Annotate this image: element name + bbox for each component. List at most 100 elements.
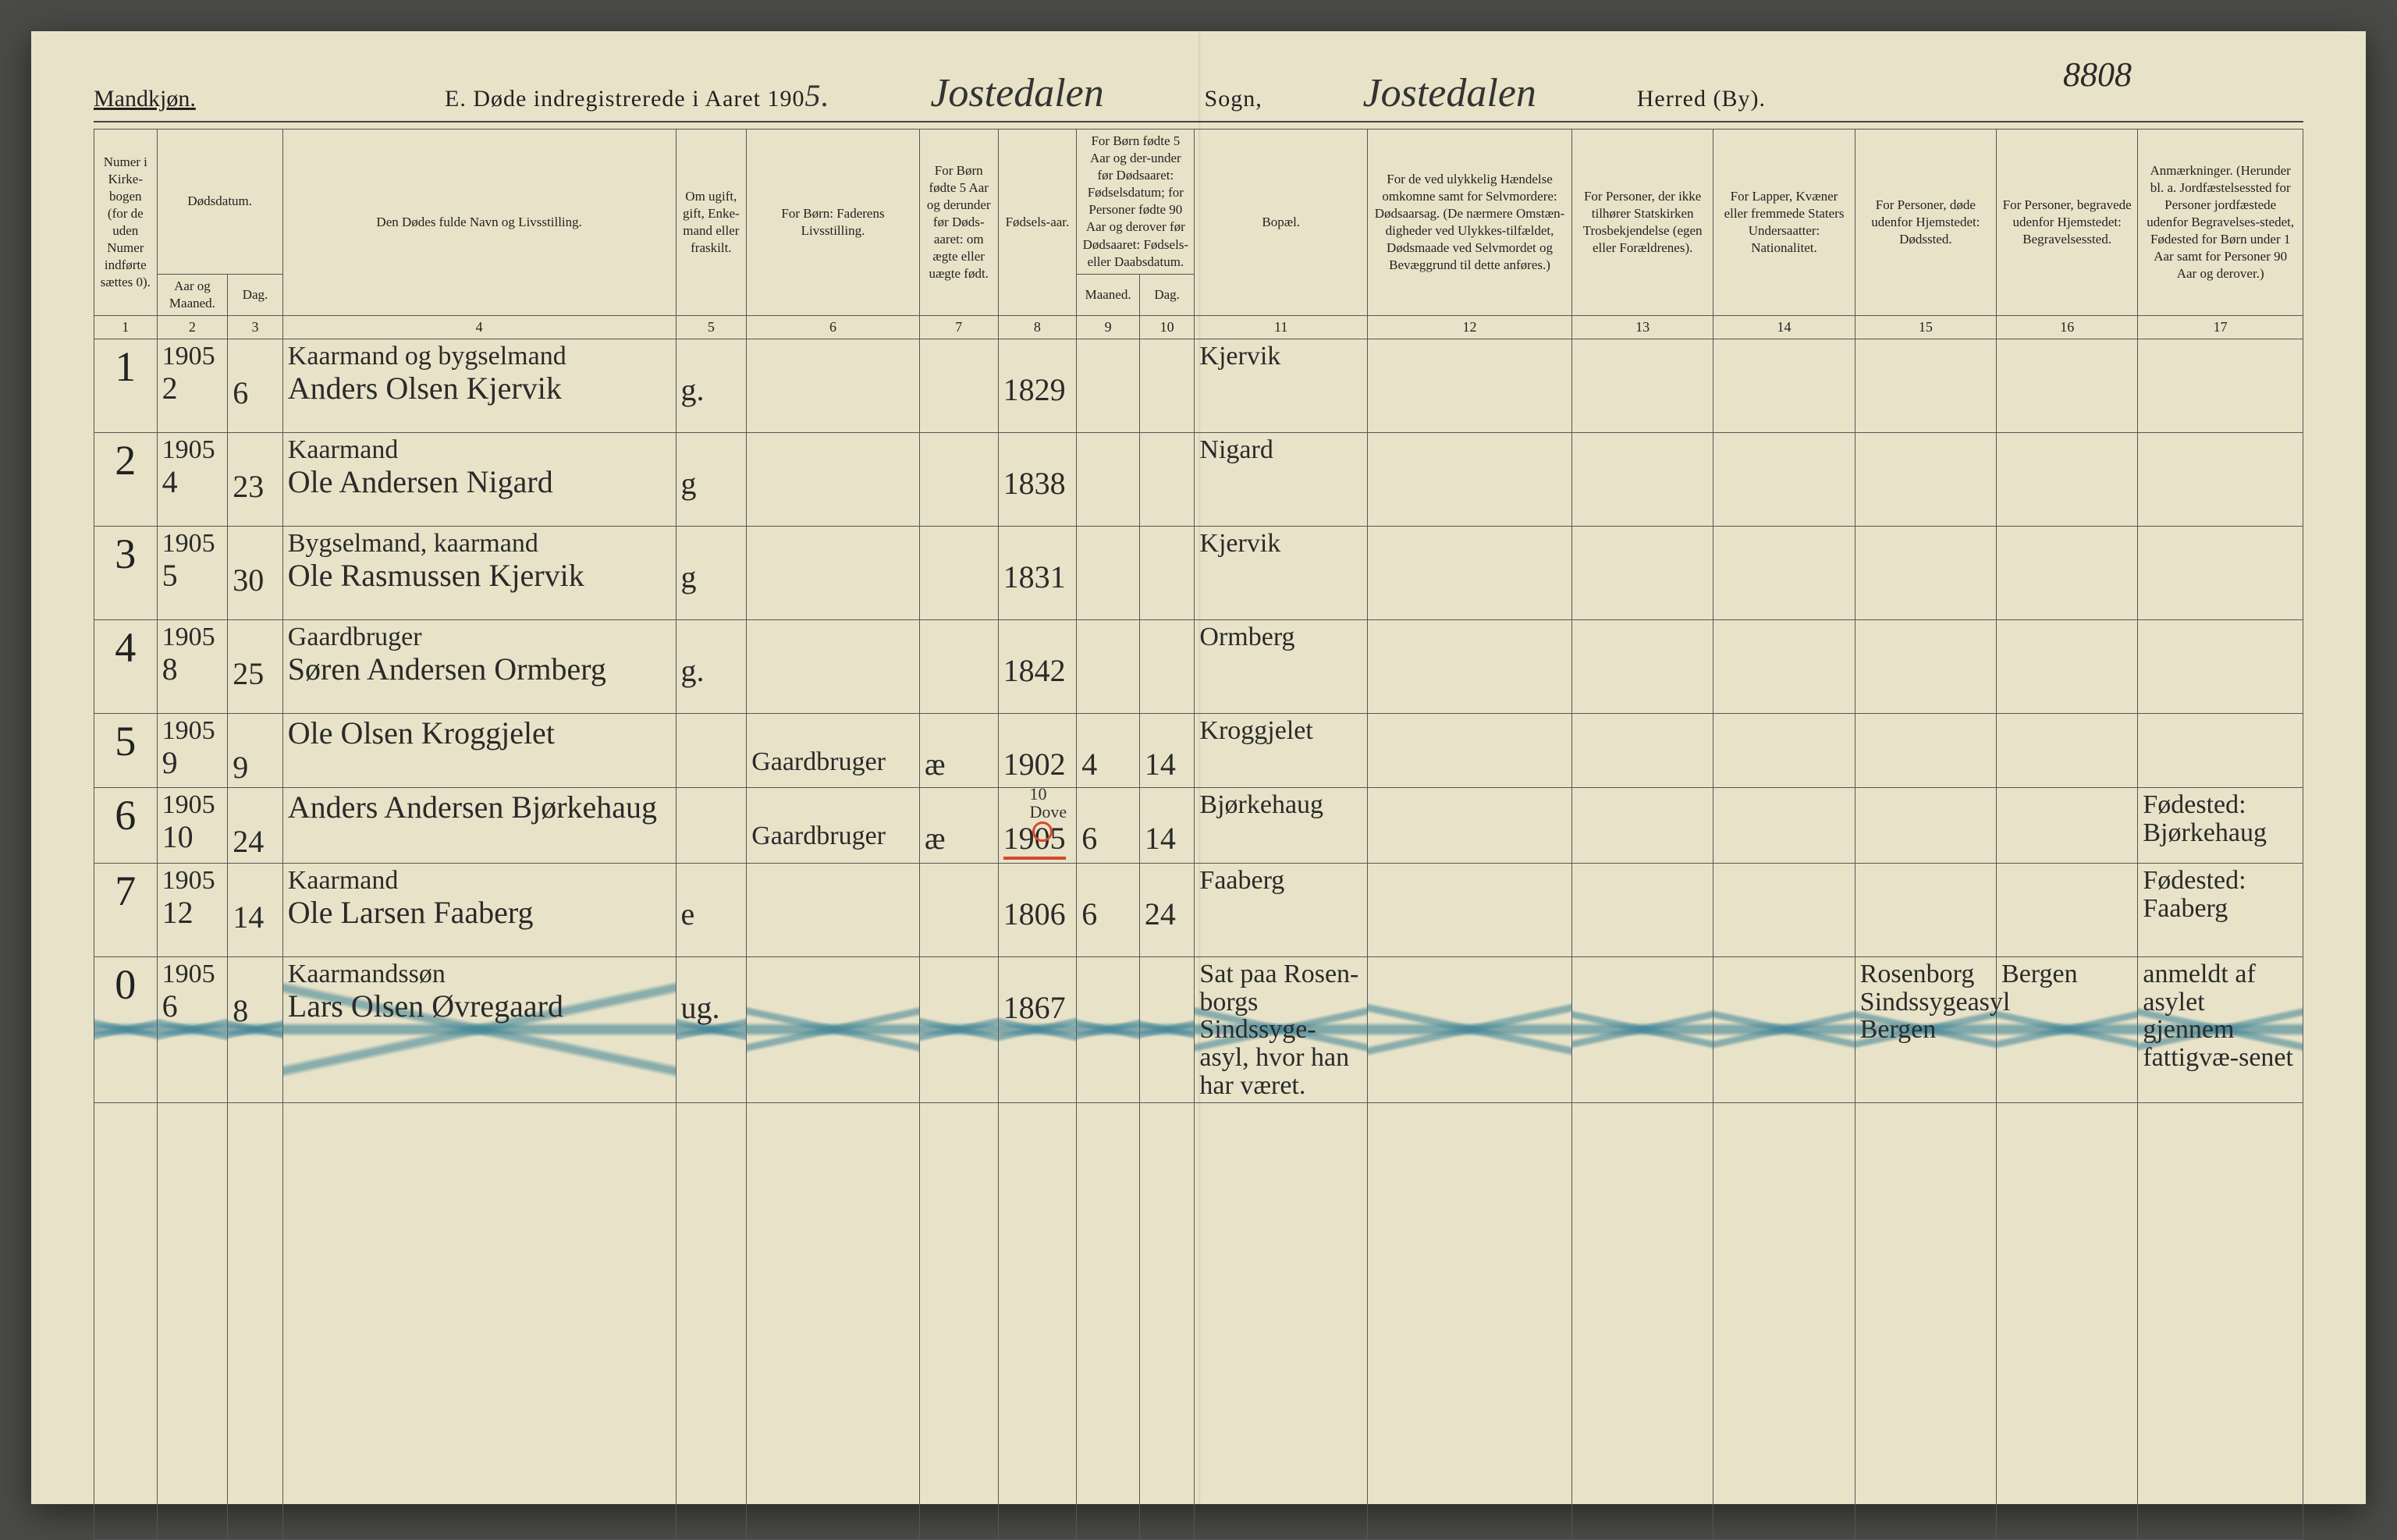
table-row: 1 19052 6 Kaarmand og bygselmand Anders …	[94, 339, 2303, 432]
remarks: anmeldt af asylet gjennem fattigvæ-senet	[2138, 956, 2303, 1102]
civil-status: g.	[676, 339, 747, 432]
burial-place	[1997, 526, 2138, 619]
table-row: 2 19054 23 Kaarmand Ole Andersen Nigard …	[94, 432, 2303, 526]
table-row: 6 190510 24 Anders Andersen Bjørkehaug G…	[94, 787, 2303, 863]
civil-status: e	[676, 863, 747, 956]
legitimate	[919, 526, 998, 619]
cause-of-death	[1368, 956, 1572, 1102]
place-of-death	[1855, 432, 1996, 526]
burial-place: Bergen	[1997, 956, 2138, 1102]
death-year-month: 19055	[157, 526, 228, 619]
remarks	[2138, 339, 2303, 432]
father-occupation	[747, 339, 920, 432]
death-day: 14	[228, 863, 283, 956]
birth-day	[1139, 619, 1195, 713]
gender-heading: Mandkjøn.	[94, 86, 421, 112]
burial-place	[1997, 713, 2138, 787]
col-7: For Børn fødte 5 Aar og derunder før Død…	[919, 130, 998, 316]
register-page: 8808 Mandkjøn. E. Døde indregistrerede i…	[31, 31, 2366, 1504]
table-row: 7 190512 14 Kaarmand Ole Larsen Faaberg …	[94, 863, 2303, 956]
name-occupation: Ole Olsen Kroggjelet	[282, 713, 676, 787]
col-5: Om ugift, gift, Enke-mand eller fraskilt…	[676, 130, 747, 316]
cause-of-death	[1368, 863, 1572, 956]
remarks	[2138, 526, 2303, 619]
herred-label: Herred (By).	[1637, 86, 1766, 112]
remarks	[2138, 432, 2303, 526]
death-day: 30	[228, 526, 283, 619]
father-occupation	[747, 526, 920, 619]
residence: Sat paa Rosen-borgs Sindssyge-asyl, hvor…	[1195, 956, 1368, 1102]
colnum: 4	[282, 315, 676, 339]
confession	[1571, 956, 1713, 1102]
name-occupation: Bygselmand, kaarmand Ole Rasmussen Kjerv…	[282, 526, 676, 619]
death-day: 6	[228, 339, 283, 432]
birth-year: 1829	[998, 339, 1077, 432]
death-year-month: 190510	[157, 787, 228, 863]
name-occupation: Kaarmandssøn Lars Olsen Øvregaard	[282, 956, 676, 1102]
remarks: Fødested: Faaberg	[2138, 863, 2303, 956]
birth-day: 14	[1139, 713, 1195, 787]
remarks	[2138, 619, 2303, 713]
legitimate	[919, 339, 998, 432]
col-2a: Aar og Maaned.	[157, 274, 228, 315]
row-number: 3	[94, 526, 158, 619]
nationality	[1713, 713, 1855, 787]
birth-day	[1139, 339, 1195, 432]
table-row: 4 19058 25 Gaardbruger Søren Andersen Or…	[94, 619, 2303, 713]
col-2: Dødsdatum.	[157, 130, 282, 275]
table-header: Numer i Kirke-bogen (for de uden Numer i…	[94, 130, 2303, 339]
civil-status	[676, 787, 747, 863]
death-year-month: 19054	[157, 432, 228, 526]
legitimate: æ	[919, 713, 998, 787]
nationality	[1713, 619, 1855, 713]
father-occupation	[747, 432, 920, 526]
civil-status: ug.	[676, 956, 747, 1102]
legitimate: æ	[919, 787, 998, 863]
remarks	[2138, 713, 2303, 787]
table-row: 5 19059 9 Ole Olsen Kroggjelet Gaardbrug…	[94, 713, 2303, 787]
empty-area	[94, 1103, 2303, 1540]
birth-year: 1806	[998, 863, 1077, 956]
confession	[1571, 339, 1713, 432]
confession	[1571, 619, 1713, 713]
birth-year: 1867	[998, 956, 1077, 1102]
legitimate	[919, 619, 998, 713]
place-of-death	[1855, 619, 1996, 713]
place-of-death	[1855, 526, 1996, 619]
col-4: Den Dødes fulde Navn og Livsstilling.	[282, 130, 676, 316]
column-numbers: 1 2 3 4 5 6 7 8 9 10 11 12 13 14 15 16 1…	[94, 315, 2303, 339]
place-of-death: Rosenborg Sindssygeasyl Bergen	[1855, 956, 1996, 1102]
table-body: 1 19052 6 Kaarmand og bygselmand Anders …	[94, 339, 2303, 1102]
death-day: 25	[228, 619, 283, 713]
burial-place	[1997, 339, 2138, 432]
nationality	[1713, 526, 1855, 619]
register-table: Numer i Kirke-bogen (for de uden Numer i…	[94, 129, 2303, 1540]
father-occupation	[747, 956, 920, 1102]
col-12: For de ved ulykkelig Hændelse omkomne sa…	[1368, 130, 1572, 316]
burial-place	[1997, 787, 2138, 863]
colnum: 10	[1139, 315, 1195, 339]
civil-status: g.	[676, 619, 747, 713]
col-9: For Børn fødte 5 Aar og der-under før Dø…	[1077, 130, 1195, 275]
colnum: 7	[919, 315, 998, 339]
remarks: Fødested: Bjørkehaug	[2138, 787, 2303, 863]
margin-note: 10 Dove	[1029, 785, 1076, 842]
row-number: 1	[94, 339, 158, 432]
place-of-death	[1855, 787, 1996, 863]
col-8: Fødsels-aar.	[998, 130, 1077, 316]
colnum: 16	[1997, 315, 2138, 339]
birth-day	[1139, 956, 1195, 1102]
birth-month: 6	[1077, 787, 1140, 863]
row-number: 7	[94, 863, 158, 956]
death-day: 24	[228, 787, 283, 863]
nationality	[1713, 339, 1855, 432]
herred-value: Jostedalen	[1286, 70, 1614, 116]
birth-month	[1077, 526, 1140, 619]
cause-of-death	[1368, 339, 1572, 432]
row-number: 2	[94, 432, 158, 526]
nationality	[1713, 432, 1855, 526]
place-of-death	[1855, 339, 1996, 432]
residence: Kjervik	[1195, 526, 1368, 619]
birth-day	[1139, 526, 1195, 619]
colnum: 11	[1195, 315, 1368, 339]
